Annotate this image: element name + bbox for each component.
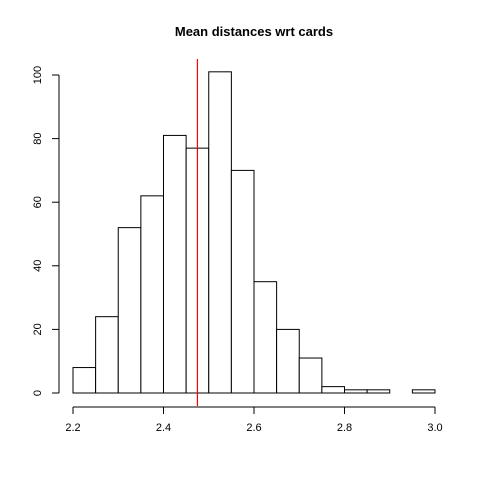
x-tick-label: 2.6 xyxy=(246,422,261,434)
x-tick-label: 3.0 xyxy=(427,422,442,434)
histogram-bar xyxy=(72,367,97,394)
histogram-bar xyxy=(366,389,391,394)
histogram-bar xyxy=(344,389,368,394)
x-tick-label: 2.4 xyxy=(156,422,171,434)
histogram-bar xyxy=(95,316,119,394)
histogram-bar xyxy=(230,169,255,394)
bars-group xyxy=(72,71,436,394)
histogram-bar xyxy=(208,71,232,394)
histogram-bar xyxy=(276,328,300,394)
histogram-bar xyxy=(140,195,164,394)
histogram-bar xyxy=(117,227,142,394)
y-tick-label: 0 xyxy=(32,390,44,396)
histogram-bar xyxy=(411,389,436,394)
y-tick-label: 60 xyxy=(32,196,44,208)
y-axis: 0 20 40 60 80 100 xyxy=(32,66,60,396)
x-tick-label: 2.2 xyxy=(65,422,80,434)
x-axis: 2.2 2.4 2.6 2.8 3.0 xyxy=(65,406,443,434)
y-tick-label: 20 xyxy=(32,323,44,335)
x-tick-label: 2.8 xyxy=(337,422,352,434)
y-tick-label: 40 xyxy=(32,260,44,272)
y-tick-label: 80 xyxy=(32,132,44,144)
histogram-bar xyxy=(253,281,278,394)
y-tick-label: 100 xyxy=(32,66,44,84)
histogram-bar xyxy=(163,134,187,394)
chart-title: Mean distances wrt cards xyxy=(175,24,333,39)
histogram-bar xyxy=(321,386,346,394)
histogram-bar xyxy=(298,357,323,394)
